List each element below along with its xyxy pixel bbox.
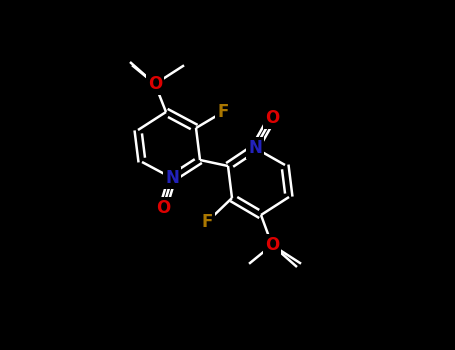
Text: F: F bbox=[217, 103, 229, 121]
Text: O: O bbox=[265, 236, 279, 254]
Text: N: N bbox=[248, 139, 262, 157]
Text: F: F bbox=[201, 213, 212, 231]
Text: N: N bbox=[165, 169, 179, 187]
Text: O: O bbox=[156, 199, 170, 217]
Text: O: O bbox=[265, 109, 279, 127]
Text: O: O bbox=[148, 75, 162, 93]
